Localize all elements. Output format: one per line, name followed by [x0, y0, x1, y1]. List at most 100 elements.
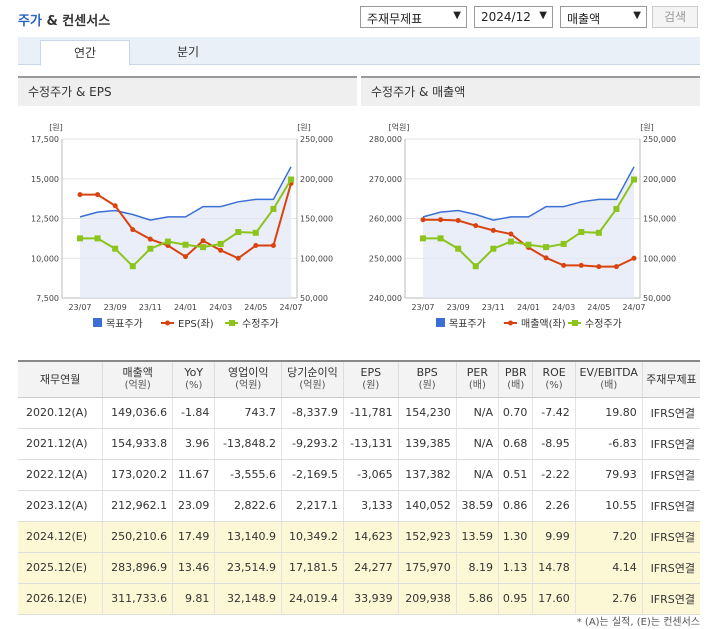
column-header: YoY (%) — [172, 360, 215, 398]
legend-label: 수정주가 — [585, 318, 622, 330]
table-cell: 9.99 — [532, 521, 576, 553]
table-cell: 14,623 — [342, 521, 399, 553]
data-point — [288, 176, 294, 183]
chart-eps: [원] [원] 17,500 15,000 12,500 10,000 7,500 250,0… — [31, 123, 333, 330]
x-tick: 23/07 — [411, 303, 434, 312]
column-header-label: ROE — [542, 366, 566, 380]
table-body: 2020.12(A) 149,036.6 -1.84 743.7 -8,337.9 -11… — [18, 397, 700, 615]
column-header-label: EV/EBITDA — [579, 366, 638, 380]
tab-annual[interactable]: 연간 — [40, 40, 130, 66]
data-point — [77, 235, 83, 242]
data-point — [543, 244, 550, 251]
table-cell: 17,181.5 — [280, 552, 344, 584]
data-point — [94, 235, 101, 242]
table-cell: 311,733.6 — [102, 583, 173, 615]
table-row: 2026.12(E) 311,733.6 9.81 32,148.9 24,019.4 3… — [18, 583, 700, 615]
column-header-unit: (%) — [545, 380, 563, 392]
y-left-tick: 270,000 — [369, 175, 402, 184]
period-select[interactable]: 2024/12 ▼ — [474, 6, 553, 28]
column-header-label: 매출액 — [122, 366, 153, 380]
x-tick: 24/07 — [622, 303, 645, 312]
target-price-line — [79, 166, 292, 221]
column-header-label: BPS — [416, 366, 438, 380]
y-left-tick: 12,500 — [31, 215, 59, 224]
table-cell: IFRS연결 — [641, 397, 700, 429]
column-header-label: 재무연월 — [39, 372, 81, 386]
table-cell: 2026.12(E) — [18, 583, 103, 615]
table-cell: -8,337.9 — [280, 397, 344, 429]
data-point — [235, 229, 242, 236]
data-point — [525, 241, 532, 248]
table-cell: 0.70 — [498, 397, 533, 429]
statement-type-select[interactable]: 주재무제표 ▼ — [360, 6, 467, 28]
table-cell: 154,230 — [397, 397, 457, 429]
title-part2: & 컨센서스 — [41, 14, 111, 29]
y-left-tick: 280,000 — [369, 135, 402, 144]
y-right-tick: 200,000 — [300, 175, 333, 184]
table-cell: -13,131 — [342, 428, 399, 460]
table-cell: 0.86 — [498, 490, 533, 522]
column-header: ROE (%) — [532, 360, 576, 398]
data-point — [578, 229, 585, 236]
data-point — [508, 231, 514, 237]
column-header-unit: (배) — [468, 380, 486, 392]
legend-marker — [508, 320, 513, 326]
table-row: 2021.12(A) 154,933.8 3.96 -13,848.2 -9,293.2… — [18, 428, 700, 460]
table-cell: 0.51 — [498, 459, 533, 491]
header: 주가 & 컨센서스 주재무제표 ▼ 2024/12 ▼ 매출액 ▼ 검색 — [0, 0, 706, 34]
table-cell: 2023.12(A) — [18, 490, 103, 522]
data-point — [95, 192, 101, 198]
data-point — [252, 229, 259, 236]
column-header-unit: (억원) — [299, 380, 326, 392]
table-cell: 2024.12(E) — [18, 521, 103, 553]
column-header-unit: (배) — [507, 380, 525, 392]
table-cell: 140,052 — [397, 490, 457, 522]
table-cell: 250,210.6 — [102, 521, 173, 553]
data-point — [490, 245, 497, 252]
y-left-tick: 10,000 — [31, 254, 59, 263]
metric-select[interactable]: 매출액 ▼ — [560, 6, 647, 28]
table-cell: 32,148.9 — [214, 583, 282, 615]
footnote: * (A)는 실적, (E)는 컨센서스 — [576, 617, 700, 628]
chart-panel-sales: 수정주가 & 매출액 [억원] [원] 280,000 270,000 260,000 2… — [361, 76, 700, 336]
data-point — [183, 254, 188, 260]
data-point — [596, 264, 602, 270]
financial-table: 재무연월 매출액 (억원) YoY (%) 영업이익 (억원) 당기순이익 (억원) EPS (원)… — [18, 360, 700, 615]
table-cell: 24,277 — [342, 552, 399, 584]
metric-value: 매출액 — [567, 12, 601, 26]
table-cell: -11,781 — [342, 397, 399, 429]
table-cell: 9.81 — [172, 583, 215, 615]
x-tick: 23/11 — [139, 303, 162, 312]
table-cell: -13,848.2 — [214, 428, 282, 460]
table-cell: -2.22 — [532, 459, 576, 491]
search-button[interactable]: 검색 — [652, 6, 698, 28]
y-right-unit: [원] — [640, 123, 654, 132]
data-point — [455, 217, 461, 223]
table-cell: 175,970 — [397, 552, 457, 584]
chart-panel-eps: 수정주가 & EPS [원] [원] 17,500 15,000 12,500 10,00… — [18, 76, 357, 336]
data-point — [437, 235, 444, 242]
table-cell: 0.95 — [498, 583, 533, 615]
y-right-tick: 250,000 — [300, 135, 333, 144]
column-header-unit: (억원) — [235, 380, 262, 392]
data-point — [270, 243, 276, 249]
data-point — [77, 192, 83, 198]
chart-title: 수정주가 & 매출액 — [361, 76, 700, 106]
y-right-tick: 50,000 — [643, 294, 671, 303]
y-left-tick: 240,000 — [369, 294, 402, 303]
data-point — [578, 262, 584, 268]
table-cell: 8.19 — [455, 552, 499, 584]
y-right-tick: 250,000 — [643, 135, 676, 144]
y-right-tick: 50,000 — [300, 294, 328, 303]
column-header: EPS (원) — [342, 360, 399, 398]
table-row: 2024.12(E) 250,210.6 17.49 13,140.9 10,349.2… — [18, 521, 700, 553]
table-cell: 2,217.1 — [280, 490, 344, 522]
chevron-down-icon: ▼ — [633, 10, 641, 21]
column-header: 당기순이익 (억원) — [280, 360, 344, 398]
y-left-tick: 17,500 — [31, 135, 59, 144]
table-cell: 11.67 — [172, 459, 215, 491]
chart-sales: [억원] [원] 280,000 270,000 260,000 250,000 240,0… — [369, 122, 676, 330]
table-row: 2025.12(E) 283,896.9 13.46 23,514.9 17,181.5… — [18, 552, 700, 584]
tab-quarterly[interactable]: 분기 — [176, 45, 200, 59]
y-right-tick: 150,000 — [643, 215, 676, 224]
